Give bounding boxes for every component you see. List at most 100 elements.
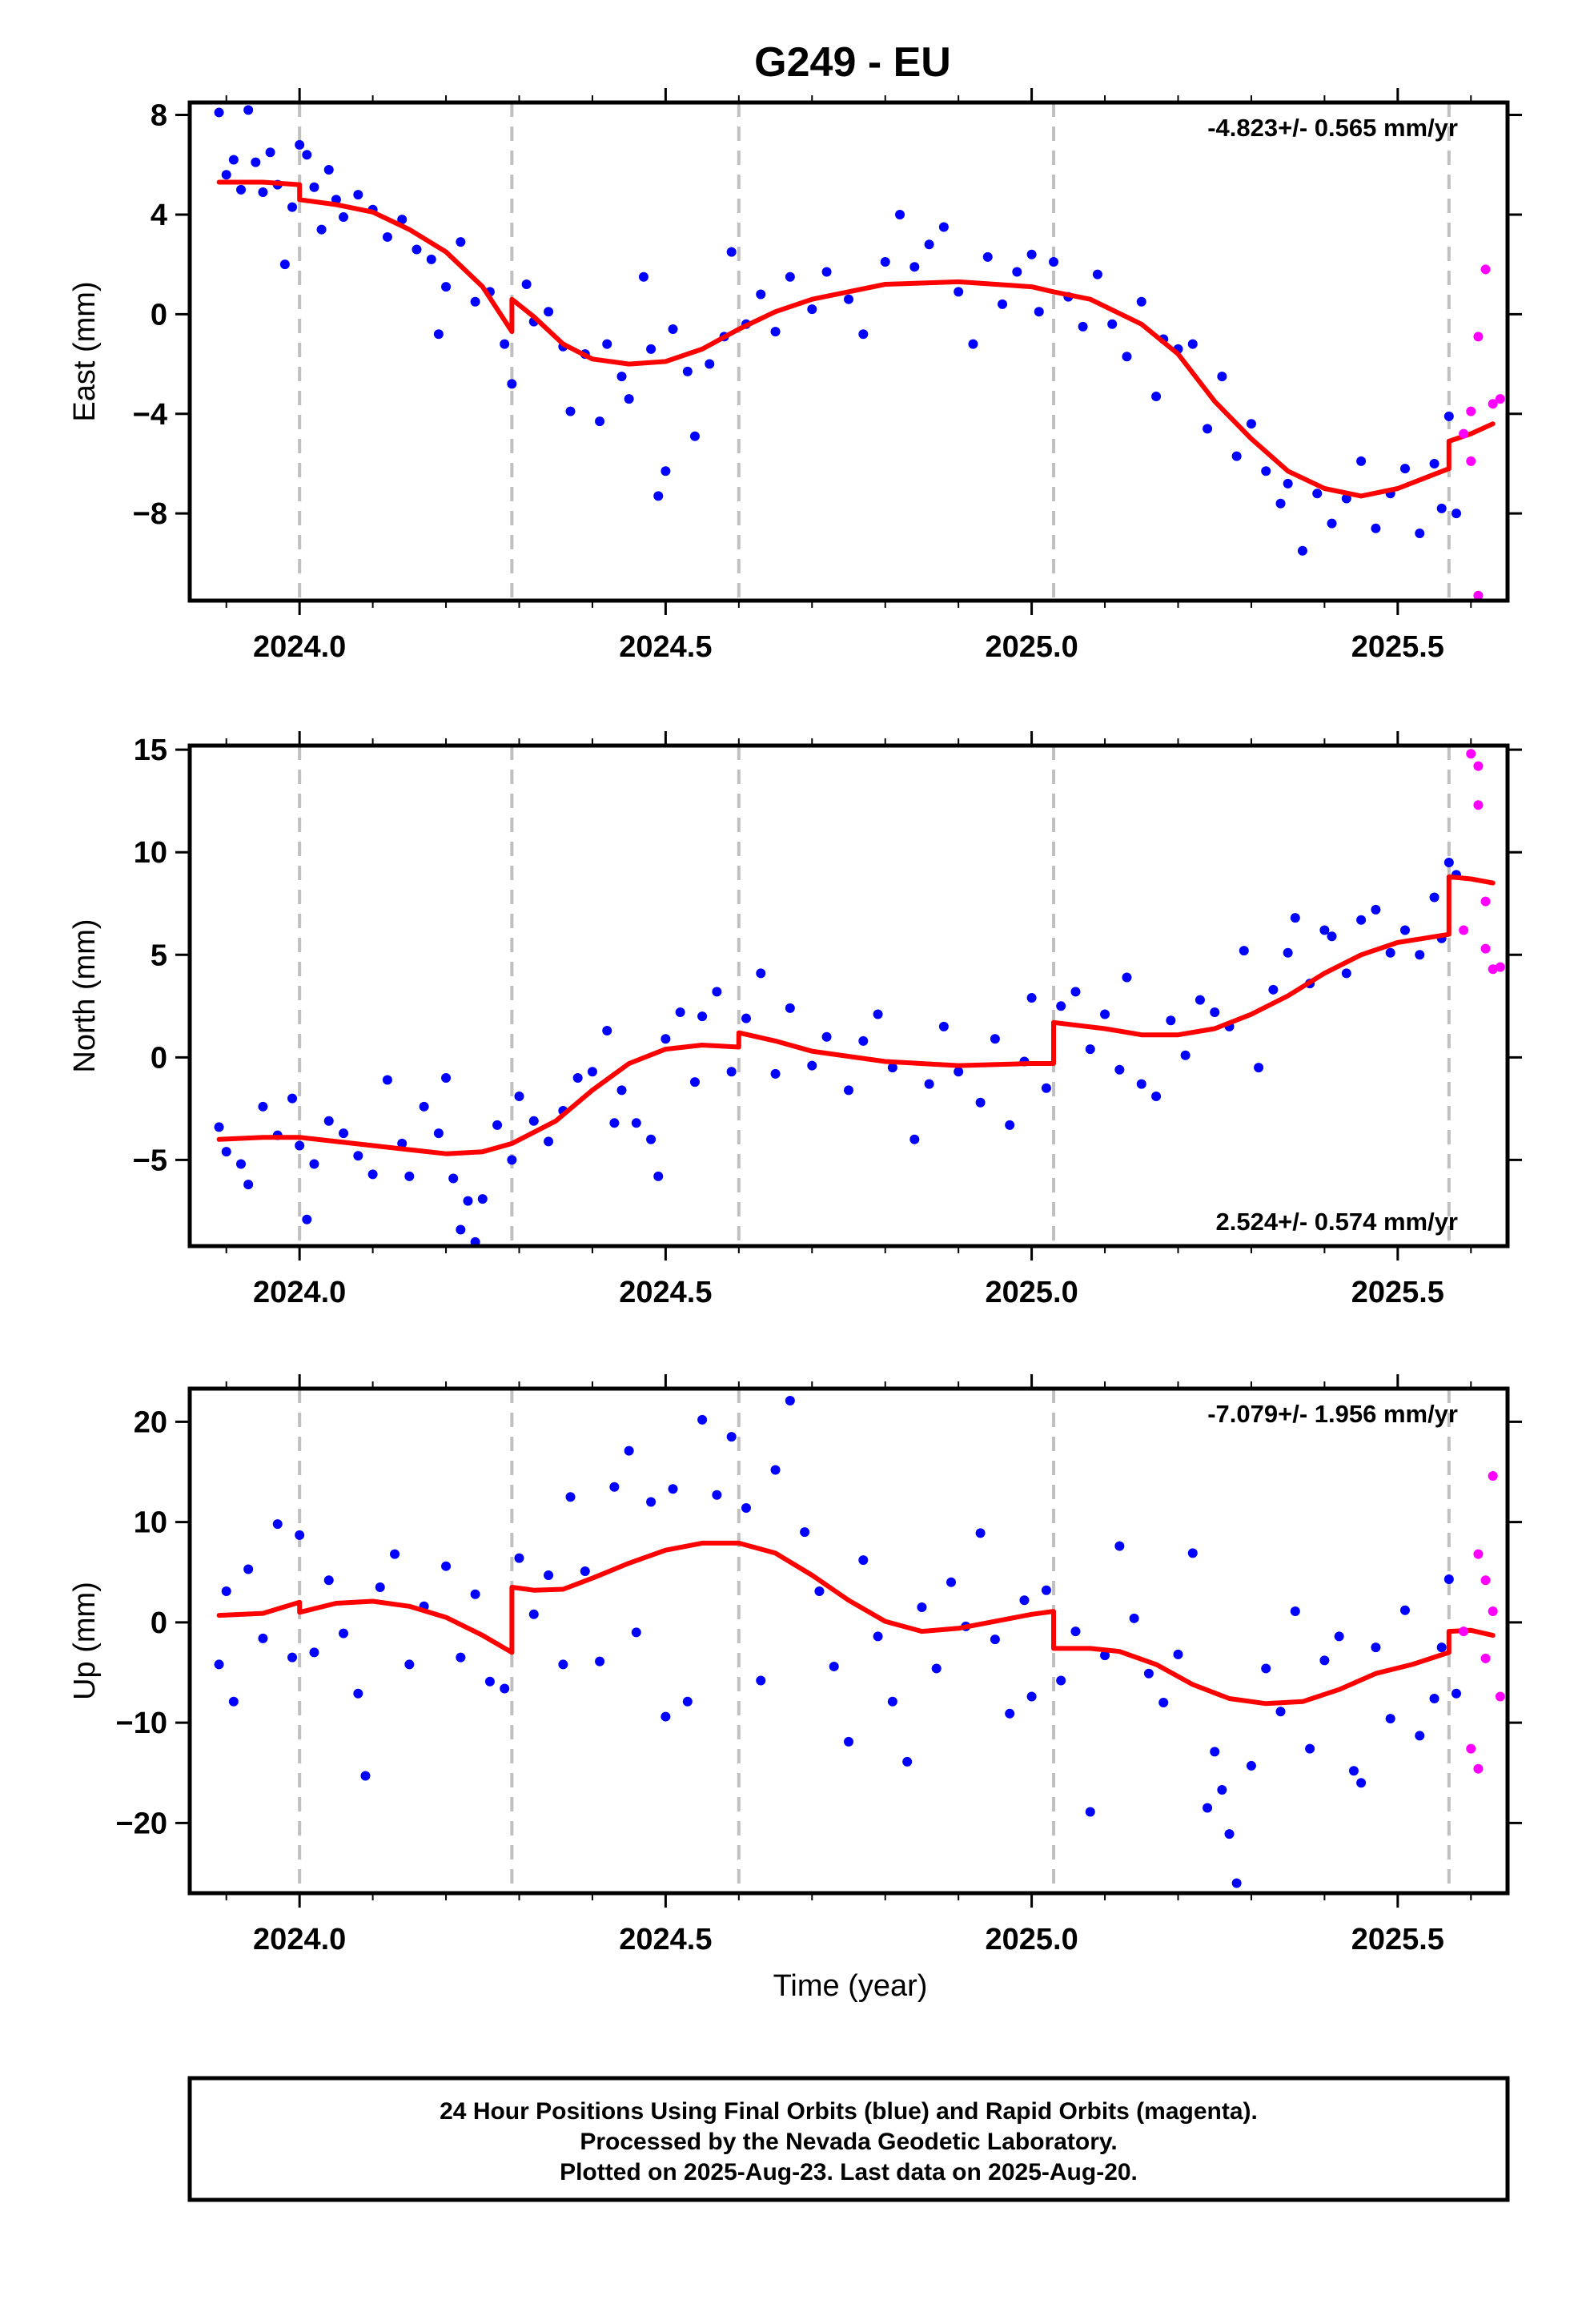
north-final-point [1319,925,1330,935]
east-x-tick-label: 2024.5 [619,630,712,664]
east-final-point [500,339,510,349]
up-final-point [646,1497,656,1507]
up-y-axis-label: Up (mm) [68,1582,102,1700]
north-final-point [954,1067,964,1077]
north-final-point [1429,892,1439,903]
east-rapid-point [1473,332,1484,342]
east-plot-frame [187,100,1510,603]
east-final-point [638,271,648,282]
north-final-point [1443,858,1454,868]
north-final-point [528,1116,539,1126]
east-panel: 2024.0 2024.5 2025.0 2025.5 8 4 0 −4 −8 East (mm)… [68,88,1522,664]
north-final-point [697,1011,708,1022]
north-final-point [353,1151,363,1161]
east-final-point [228,155,239,165]
up-rapid-point [1488,1470,1498,1481]
up-final-point [756,1675,766,1686]
east-final-point [1217,372,1227,382]
up-final-point [1210,1747,1220,1757]
north-final-point [323,1116,334,1126]
east-final-point [1429,458,1439,468]
footer-box: 24 Hour Positions Using Final Orbits (bl… [187,2076,1510,2202]
east-rapid-point [1459,428,1469,439]
north-final-point [514,1092,524,1102]
north-y-tick-label: 0 [151,1041,167,1075]
north-final-point [1385,947,1395,958]
up-final-point [770,1465,781,1475]
up-final-point [931,1663,942,1674]
up-final-point [1158,1698,1169,1708]
east-y-tick-label: 0 [151,298,167,332]
east-final-point [1283,478,1293,489]
up-final-point [624,1445,634,1456]
east-final-point [646,344,656,354]
up-final-point [1415,1731,1425,1741]
north-final-point [463,1196,473,1206]
up-final-point [887,1696,897,1707]
up-final-point [1385,1714,1395,1724]
east-final-point [221,170,231,180]
east-final-point [214,107,224,118]
north-final-point [492,1120,503,1130]
north-final-point [609,1118,620,1128]
up-final-point [484,1676,495,1687]
up-final-point [1056,1675,1066,1686]
north-final-point [544,1136,554,1147]
north-final-point [1415,950,1425,960]
up-final-point [580,1566,590,1576]
up-rapid-point [1480,1575,1491,1586]
east-final-point [236,184,247,195]
up-final-point [726,1432,737,1442]
north-final-point [456,1224,466,1235]
east-final-point [251,157,261,167]
up-y-tick-label: −10 [116,1707,167,1740]
north-final-point [1151,1092,1162,1102]
east-final-point [1034,307,1044,317]
east-final-point [295,139,305,150]
north-final-point [236,1159,247,1169]
east-y-tick-label: −8 [133,497,167,531]
north-final-point [807,1060,817,1071]
east-rapid-point [1495,394,1505,404]
up-final-point [975,1528,986,1538]
up-y-tick-label: 10 [134,1506,167,1540]
up-y-tick-label: −20 [116,1807,167,1840]
north-rapid-point [1473,761,1484,771]
up-final-point [1356,1778,1367,1788]
north-final-point [587,1067,597,1077]
up-final-point [697,1414,708,1425]
up-final-point [360,1771,371,1781]
north-final-point [309,1159,319,1169]
east-final-point [316,224,327,235]
east-final-point [456,237,466,247]
up-final-point [228,1696,239,1707]
east-final-point [668,324,678,335]
east-final-point [287,202,298,212]
up-final-point [1443,1574,1454,1584]
up-final-point [565,1492,576,1502]
up-final-point [1187,1548,1198,1558]
north-final-point [785,1003,795,1013]
north-final-point [1085,1044,1095,1055]
east-final-point [279,259,290,270]
up-final-point [323,1575,334,1586]
up-rapid-point [1466,1743,1476,1754]
east-final-point [807,304,817,315]
up-final-point [1041,1585,1051,1595]
up-final-point [873,1631,883,1642]
east-final-point [1078,321,1088,332]
east-final-point [544,307,554,317]
east-final-point [521,279,532,290]
up-final-point [1399,1605,1410,1615]
north-final-point [1195,995,1205,1005]
up-final-point [1275,1707,1286,1717]
east-final-point [470,296,480,307]
east-final-point [616,372,627,382]
north-final-point [858,1035,869,1046]
north-x-tick-label: 2025.0 [985,1276,1078,1309]
north-final-point [726,1067,737,1077]
north-rapid-point [1495,962,1505,972]
north-final-point [1210,1007,1220,1017]
up-rapid-point [1488,1606,1498,1617]
